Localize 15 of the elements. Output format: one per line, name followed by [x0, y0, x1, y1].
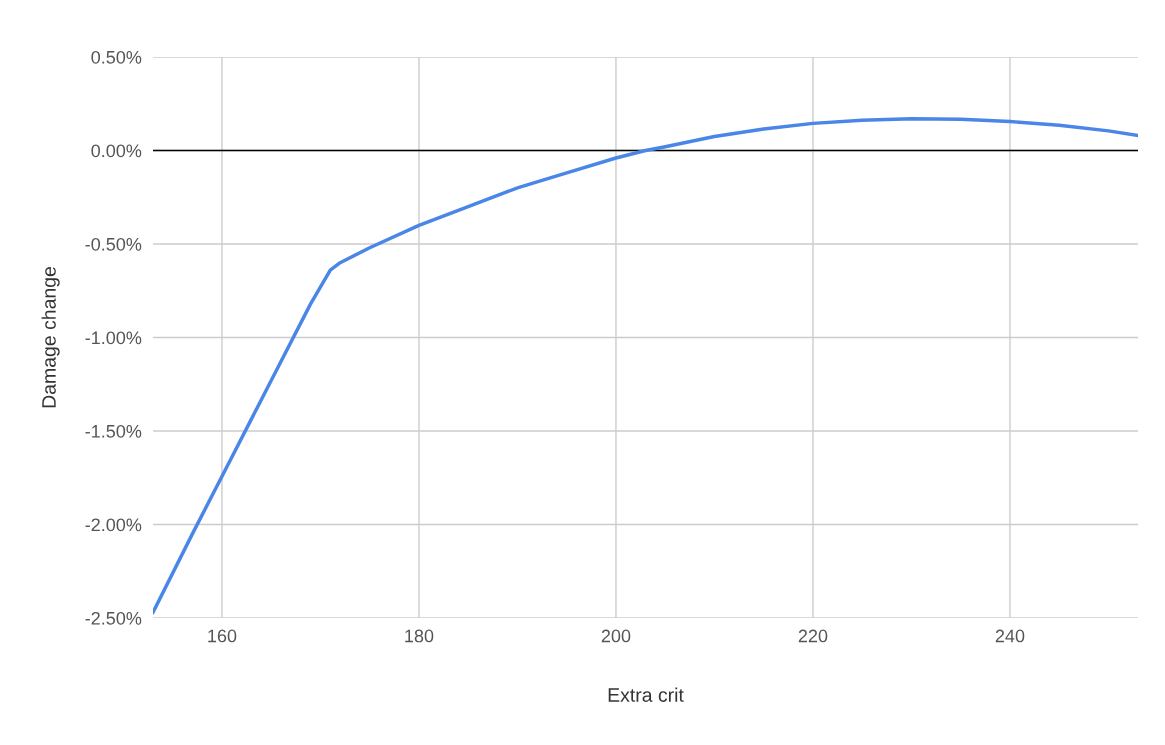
x-tick-label: 160 — [208, 629, 237, 643]
x-axis-title: Extra crit — [608, 687, 684, 702]
y-tick-label: -1.00% — [85, 331, 142, 345]
y-tick-label: -1.50% — [85, 424, 142, 438]
y-tick-label: 0.00% — [91, 144, 142, 158]
y-tick-label: -2.50% — [85, 611, 142, 625]
x-tick-label: 180 — [405, 629, 434, 643]
line-series — [153, 116, 1138, 615]
x-tick-label: 240 — [995, 629, 1025, 643]
y-tick-label: -0.50% — [85, 237, 142, 251]
y-tick-label: 0.50% — [91, 50, 142, 64]
x-tick-label: 200 — [601, 629, 631, 643]
y-tick-label: -2.00% — [85, 518, 142, 532]
y-axis-title: Damage change — [41, 267, 60, 408]
x-tick-label: 220 — [798, 629, 828, 643]
